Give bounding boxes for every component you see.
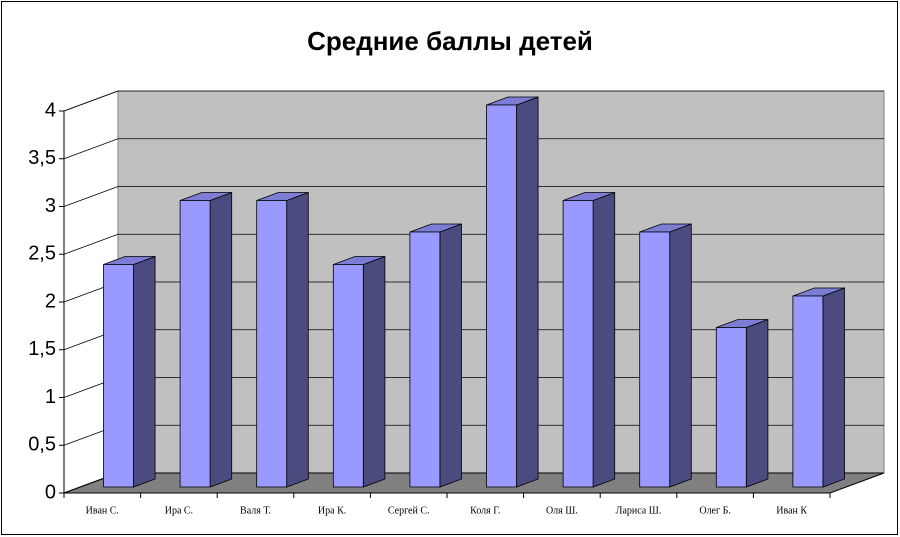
x-tick-label: Валя Т. xyxy=(240,505,271,516)
bar-front xyxy=(792,295,824,488)
bar-side xyxy=(286,191,309,488)
bar-side xyxy=(209,191,233,488)
bar-side xyxy=(516,96,539,488)
x-tick-label: Олег Б. xyxy=(699,505,731,516)
bar-front xyxy=(715,327,747,488)
bar-side xyxy=(362,255,386,488)
x-tick-label: Иван К xyxy=(776,505,807,516)
x-tick-label: Оля Ш. xyxy=(546,505,578,516)
x-tick-label: Коля Г. xyxy=(470,505,500,516)
bar xyxy=(103,255,156,488)
bar-side xyxy=(439,223,462,488)
bar-side xyxy=(133,255,156,488)
y-tick-label: 2,5 xyxy=(28,243,56,265)
bar xyxy=(562,191,616,488)
x-tick-label: Лариса Ш. xyxy=(616,505,662,516)
x-tick-label: Ира С. xyxy=(165,505,193,516)
y-tick-label: 3 xyxy=(45,195,56,217)
x-tick-label: Иван С. xyxy=(86,505,119,516)
y-tick-label: 1,5 xyxy=(28,338,56,360)
bar xyxy=(639,223,692,488)
bar xyxy=(256,191,309,488)
bar-side xyxy=(745,318,769,488)
bar xyxy=(409,223,462,488)
y-tick-label: 0 xyxy=(45,481,56,503)
bar xyxy=(486,96,539,488)
bar-front xyxy=(103,264,134,488)
y-tick-label: 2 xyxy=(45,290,56,312)
bar-front xyxy=(179,200,211,488)
grid-line xyxy=(63,138,884,160)
bar xyxy=(715,318,769,488)
x-tick-label: Ира К. xyxy=(318,505,346,516)
bar xyxy=(332,255,386,488)
y-tick-label: 4 xyxy=(45,99,56,121)
y-tick-label: 3,5 xyxy=(28,147,56,169)
bar-front xyxy=(409,231,441,488)
bar-front xyxy=(639,231,671,488)
bar-front xyxy=(486,104,517,488)
grid-line xyxy=(63,233,884,255)
bar-front xyxy=(256,200,288,488)
y-tick-label: 0,5 xyxy=(28,434,56,456)
bar-front xyxy=(562,200,594,488)
grid-line xyxy=(63,90,884,112)
bar-side xyxy=(669,223,692,488)
x-tick-label: Сергей С. xyxy=(388,505,430,516)
bar-side xyxy=(822,287,845,488)
bar xyxy=(792,287,845,488)
bar xyxy=(179,191,233,488)
y-tick-label: 1 xyxy=(45,386,56,408)
chart-title: Средние баллы детей xyxy=(307,26,593,56)
bar-side xyxy=(592,191,616,488)
bar-front xyxy=(332,264,364,488)
grid-line xyxy=(63,186,884,207)
